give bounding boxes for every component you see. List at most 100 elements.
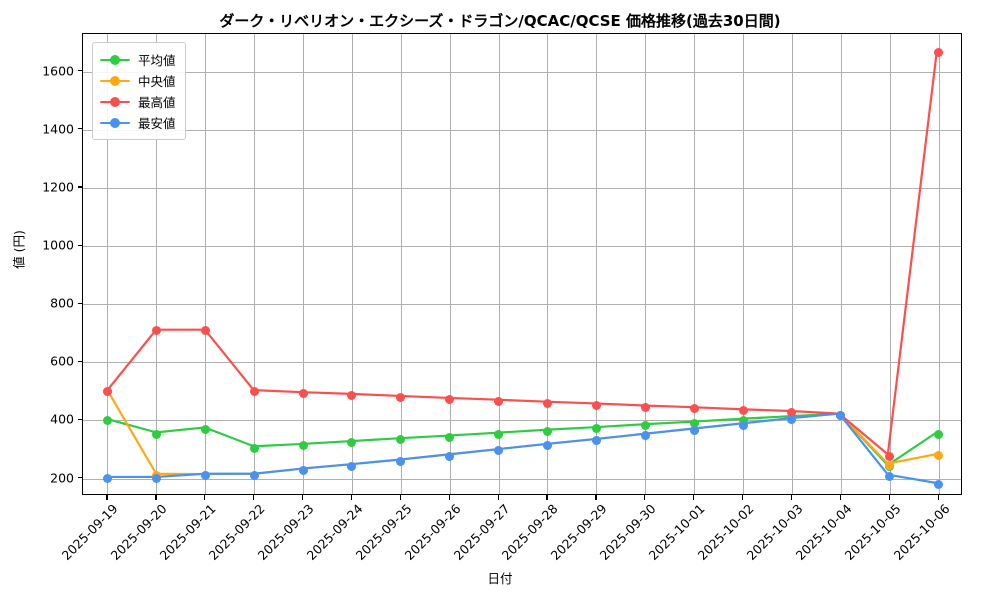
data-point-marker — [494, 429, 504, 439]
legend-label: 平均値 — [138, 53, 176, 68]
legend-item[interactable]: 最高値 — [100, 91, 176, 112]
grid-line-vertical — [547, 34, 549, 494]
grid-line-vertical — [694, 34, 696, 494]
grid-line-horizontal — [83, 420, 961, 422]
y-tick-label: 600 — [50, 353, 74, 369]
legend-swatch-icon — [100, 53, 130, 67]
x-tick-mark — [888, 495, 890, 500]
grid-line-vertical — [645, 34, 647, 494]
data-point-marker — [151, 474, 161, 484]
data-point-marker — [249, 471, 259, 481]
x-tick-mark — [448, 495, 450, 500]
data-point-marker — [787, 415, 797, 425]
data-point-marker — [200, 326, 210, 336]
grid-line-horizontal — [83, 478, 961, 480]
data-point-marker — [542, 441, 552, 451]
data-point-marker — [151, 429, 161, 439]
x-tick-mark — [742, 495, 744, 500]
grid-line-vertical — [498, 34, 500, 494]
grid-line-horizontal — [83, 304, 961, 306]
grid-line-vertical — [400, 34, 402, 494]
data-point-marker — [396, 456, 406, 466]
y-tick-mark — [77, 360, 82, 362]
y-tick-label: 200 — [50, 470, 74, 486]
x-tick-mark — [693, 495, 695, 500]
data-point-marker — [347, 390, 357, 400]
y-tick-mark — [77, 70, 82, 72]
x-tick-mark — [937, 495, 939, 500]
data-point-marker — [151, 326, 161, 336]
grid-line-horizontal — [83, 246, 961, 248]
data-point-marker — [200, 471, 210, 481]
data-point-marker — [396, 435, 406, 445]
y-tick-mark — [77, 302, 82, 304]
x-tick-mark — [546, 495, 548, 500]
legend-swatch-icon — [100, 74, 130, 88]
x-tick-mark — [204, 495, 206, 500]
x-tick-mark — [839, 495, 841, 500]
x-tick-mark — [350, 495, 353, 500]
series-markers — [83, 34, 961, 494]
data-point-marker — [591, 436, 601, 446]
legend-swatch-icon — [100, 95, 130, 109]
data-point-marker — [640, 402, 650, 412]
data-point-marker — [445, 451, 455, 461]
legend-label: 中央値 — [138, 74, 176, 89]
grid-line-horizontal — [83, 71, 961, 73]
legend-item[interactable]: 平均値 — [100, 49, 176, 70]
data-point-marker — [102, 387, 112, 397]
data-point-marker — [836, 410, 846, 420]
y-tick-mark — [77, 476, 82, 479]
data-point-marker — [591, 400, 601, 410]
y-tick-mark — [77, 418, 82, 421]
data-point-marker — [885, 451, 895, 461]
series-line — [106, 412, 938, 467]
grid-line-vertical — [449, 34, 451, 494]
chart-title: ダーク・リベリオン・エクシーズ・ドラゴン/QCAC/QCSE 価格推移(過去30… — [219, 12, 781, 30]
y-tick-mark — [77, 186, 82, 188]
y-tick-label: 1200 — [42, 179, 74, 195]
data-point-marker — [689, 418, 699, 428]
legend-swatch-icon — [100, 116, 130, 130]
data-point-marker — [885, 472, 895, 482]
data-point-marker — [445, 395, 455, 405]
legend-label: 最高値 — [138, 95, 176, 110]
data-point-marker — [298, 465, 308, 475]
legend-item[interactable]: 中央値 — [100, 70, 176, 91]
grid-line-horizontal — [83, 129, 961, 131]
grid-line-vertical — [840, 34, 842, 494]
data-point-marker — [738, 406, 748, 416]
data-point-marker — [542, 426, 552, 436]
data-point-marker — [934, 480, 944, 490]
grid-line-vertical — [596, 34, 598, 494]
x-axis-tick-labels: 2025-09-19 2025-09-20 2025-09-21 2025-09-22… — [59, 501, 962, 571]
data-point-marker — [738, 415, 748, 425]
y-tick-label: 800 — [50, 295, 74, 311]
data-point-marker — [102, 416, 112, 426]
x-tick-mark — [155, 495, 157, 500]
grid-line-horizontal — [83, 188, 961, 189]
legend-item[interactable]: 最安値 — [100, 112, 176, 133]
y-tick-label: 1600 — [42, 63, 74, 79]
data-point-marker — [591, 424, 601, 434]
data-point-marker — [200, 424, 210, 434]
data-point-marker — [298, 441, 308, 451]
x-tick-mark — [253, 495, 255, 500]
data-point-marker — [885, 460, 895, 470]
legend-label: 最安値 — [138, 116, 176, 131]
data-point-marker — [494, 446, 504, 456]
x-tick-mark — [644, 495, 646, 500]
chart-legend: 平均値中央値最高値最安値 — [92, 42, 186, 140]
plot-area — [82, 33, 962, 495]
y-tick-mark — [77, 128, 82, 130]
data-point-marker — [738, 420, 748, 430]
grid-line-vertical — [156, 34, 158, 494]
data-point-marker — [396, 393, 406, 402]
data-point-marker — [787, 408, 797, 418]
data-point-marker — [102, 474, 112, 484]
grid-line-horizontal — [83, 362, 961, 364]
grid-line-vertical — [791, 34, 793, 494]
data-point-marker — [249, 387, 259, 397]
data-point-marker — [934, 451, 944, 461]
grid-line-vertical — [889, 34, 891, 494]
